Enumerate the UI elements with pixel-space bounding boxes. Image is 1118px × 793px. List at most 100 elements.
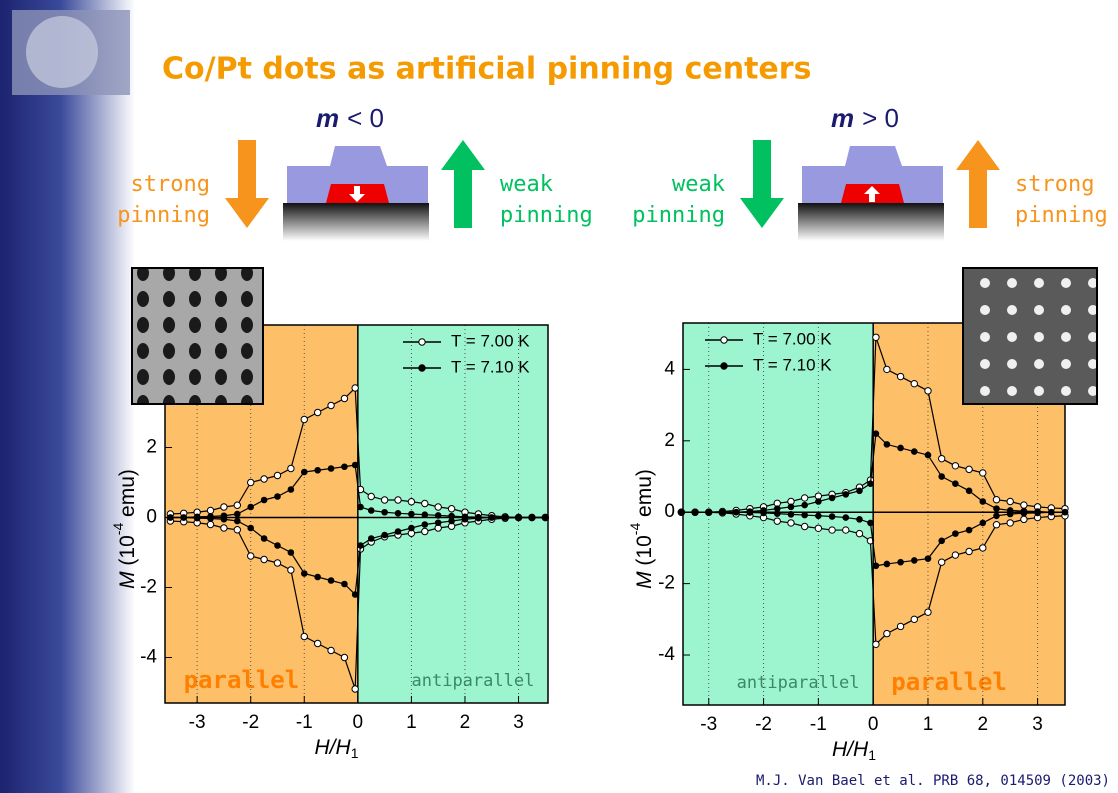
data-point: [220, 515, 228, 523]
citation: M.J. Van Bael et al. PRB 68, 014509 (200…: [756, 773, 1110, 789]
moment-relation: < 0: [347, 103, 384, 133]
x-tick-label: -1: [810, 714, 827, 735]
y-tick-label: -2: [140, 577, 157, 598]
data-point: [475, 514, 482, 522]
data-point: [732, 508, 740, 516]
data-point: [193, 514, 201, 522]
data-point: [351, 384, 359, 392]
legend-label: T = 7.00 K: [451, 331, 530, 350]
legend-marker: [720, 362, 728, 370]
data-point: [461, 515, 469, 523]
data-point: [380, 496, 389, 504]
data-point: [1047, 508, 1055, 516]
data-point: [883, 441, 891, 448]
data-point: [992, 496, 1001, 504]
data-point: [896, 622, 905, 631]
data-point: [340, 653, 349, 662]
data-point: [910, 615, 918, 624]
data-point: [828, 494, 836, 502]
y-tick-label: -2: [658, 573, 675, 594]
data-point: [828, 513, 836, 520]
pinning-label: pinning: [632, 203, 725, 228]
data-point: [300, 570, 308, 577]
x-label-sub: 1: [351, 745, 359, 761]
data-point: [867, 480, 874, 487]
moment-arrow: [864, 186, 880, 202]
data-point: [746, 509, 754, 516]
y-tick-label: 4: [664, 358, 675, 379]
data-point: [1006, 510, 1014, 518]
data-point: [910, 379, 918, 388]
data-point: [515, 514, 522, 521]
data-point: [719, 508, 726, 516]
moment-symbol: m: [831, 103, 854, 133]
data-point: [367, 492, 375, 501]
data-point: [828, 526, 836, 534]
data-point: [883, 629, 891, 638]
data-point: [448, 517, 455, 525]
data-point: [938, 473, 945, 480]
data-point: [381, 531, 388, 539]
data-point: [233, 501, 242, 509]
data-point: [434, 512, 442, 519]
x-tick-label: 2: [460, 712, 471, 733]
data-point: [979, 544, 987, 552]
data-point: [937, 454, 946, 463]
pinning-label: pinning: [117, 203, 210, 228]
y-label-unit: emu): [116, 469, 139, 523]
data-point: [1061, 508, 1069, 516]
pinning-arrow: [740, 140, 784, 228]
data-point: [421, 511, 429, 519]
data-point: [351, 685, 359, 693]
data-point: [327, 401, 335, 410]
data-point: [872, 562, 880, 570]
x-axis-label: H/H1: [315, 736, 359, 761]
data-point: [206, 520, 215, 529]
moment-label: m > 0: [831, 103, 899, 133]
data-point: [447, 505, 456, 513]
data-point: [247, 524, 255, 532]
y-axis-label: M (10-4 emu): [627, 469, 656, 589]
region-label: antiparallel: [412, 671, 535, 691]
data-point: [897, 558, 904, 566]
y-tick-label: -4: [658, 644, 675, 665]
legend-label: T = 7.10 K: [451, 357, 530, 376]
data-point: [327, 577, 335, 584]
data-point: [992, 521, 1001, 529]
x-label-main: H/H: [832, 738, 869, 761]
legend-marker: [720, 336, 728, 344]
x-tick-label: -2: [242, 712, 259, 733]
moment-symbol: m: [316, 103, 339, 133]
data-point: [314, 573, 321, 581]
data-point: [952, 530, 959, 537]
plot-frame: [164, 324, 549, 704]
y-tick-label: 0: [146, 507, 157, 528]
data-point: [993, 505, 1000, 512]
data-point: [1006, 497, 1014, 506]
moment-relation: > 0: [862, 103, 899, 133]
data-point: [815, 498, 822, 505]
data-point: [367, 507, 375, 514]
data-point: [300, 468, 308, 476]
data-point: [856, 516, 863, 523]
data-point: [434, 503, 442, 511]
inset-frame: [962, 267, 1098, 405]
x-label-sub: 1: [868, 747, 876, 763]
data-point: [705, 508, 713, 516]
data-point: [787, 511, 795, 518]
afm-inset: [132, 268, 263, 404]
data-point: [1020, 501, 1028, 509]
y-label-sup: -4: [627, 523, 643, 536]
y-axis-label: M (10-4 emu): [110, 469, 139, 589]
data-point: [421, 521, 429, 528]
data-point: [815, 512, 822, 520]
x-tick-label: -3: [700, 714, 717, 735]
data-point: [220, 524, 228, 532]
data-point: [787, 503, 795, 511]
data-point: [260, 475, 268, 483]
pinning-arrow: [441, 140, 485, 228]
legend-label: T = 7.00 K: [753, 329, 832, 348]
data-point: [924, 451, 932, 459]
data-point: [357, 503, 364, 511]
data-point: [351, 461, 359, 469]
